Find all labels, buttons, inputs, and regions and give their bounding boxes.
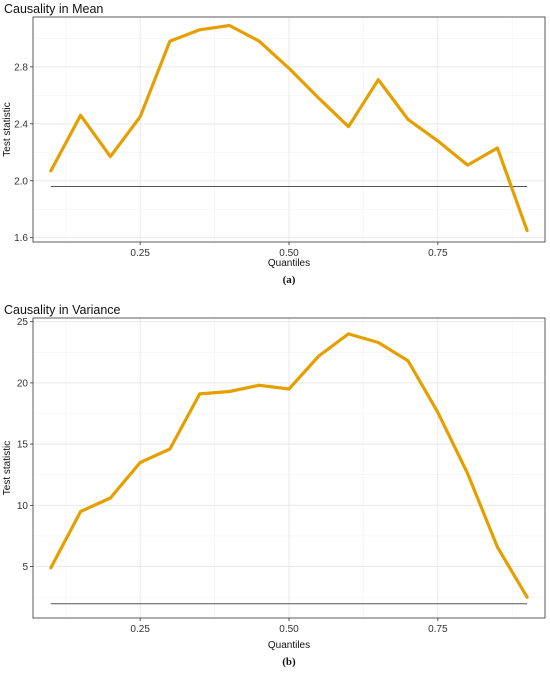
y-tick-label: 2.4 xyxy=(14,119,28,130)
x-tick-label: 0.50 xyxy=(279,624,299,635)
chart-title: Causality in Variance xyxy=(4,303,121,317)
x-axis-ticks: 0.25 0.50 0.75 xyxy=(130,618,448,635)
y-axis-ticks: 1.6 2.0 2.4 2.8 xyxy=(14,62,33,244)
y-tick-label: 1.6 xyxy=(14,233,28,244)
x-axis-label: Quantiles xyxy=(268,640,310,651)
panel-caption: (b) xyxy=(282,656,296,668)
y-axis-label: Test statistic xyxy=(2,441,13,495)
x-tick-label: 0.75 xyxy=(428,248,448,259)
x-tick-label: 0.25 xyxy=(130,624,150,635)
y-tick-label: 2.8 xyxy=(14,62,28,73)
x-tick-label: 0.50 xyxy=(279,248,299,259)
gridlines xyxy=(33,17,545,242)
panel-caption: (a) xyxy=(283,274,296,286)
series-line xyxy=(49,332,529,599)
y-tick-label: 20 xyxy=(17,378,29,389)
test-statistic-line xyxy=(49,23,529,233)
test-statistic-line xyxy=(49,332,529,599)
gridlines xyxy=(33,318,545,618)
y-axis-ticks: 5 10 15 20 25 xyxy=(17,317,33,573)
chart-title: Causality in Mean xyxy=(4,2,103,16)
y-tick-label: 5 xyxy=(22,562,28,573)
y-tick-label: 2.0 xyxy=(14,176,28,187)
panel-causality-in-mean: Causality in Mean 1.62.02.42.8 0.25 0.50 0… xyxy=(2,2,546,286)
panel-causality-in-variance: Causality in Variance 5 10 15 20 25 0.25 0.50… xyxy=(2,303,546,668)
y-axis-label: Test statistic xyxy=(2,102,13,156)
y-tick-label: 15 xyxy=(17,440,29,451)
x-tick-label: 0.25 xyxy=(130,248,150,259)
x-tick-label: 0.75 xyxy=(428,624,448,635)
y-tick-label: 10 xyxy=(17,501,29,512)
y-tick-label: 25 xyxy=(17,317,29,328)
series-line xyxy=(49,23,529,233)
x-axis-label: Quantiles xyxy=(268,258,310,269)
x-axis-ticks: 0.25 0.50 0.75 xyxy=(130,242,448,259)
